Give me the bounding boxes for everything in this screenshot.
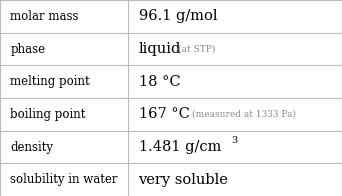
- Text: 18 °C: 18 °C: [139, 75, 180, 89]
- Text: density: density: [10, 141, 53, 153]
- Text: solubility in water: solubility in water: [10, 173, 118, 186]
- Text: melting point: melting point: [10, 75, 90, 88]
- Text: molar mass: molar mass: [10, 10, 79, 23]
- Text: 3: 3: [231, 136, 237, 145]
- Text: (measured at 1333 Pa): (measured at 1333 Pa): [192, 110, 295, 119]
- Text: very soluble: very soluble: [139, 173, 228, 187]
- Text: (at STP): (at STP): [178, 44, 215, 54]
- Text: 167 °C: 167 °C: [139, 107, 189, 121]
- Text: 96.1 g/mol: 96.1 g/mol: [139, 9, 217, 23]
- Text: 1.481 g/cm: 1.481 g/cm: [139, 140, 221, 154]
- Text: boiling point: boiling point: [10, 108, 86, 121]
- Text: phase: phase: [10, 43, 45, 55]
- Text: liquid: liquid: [139, 42, 181, 56]
